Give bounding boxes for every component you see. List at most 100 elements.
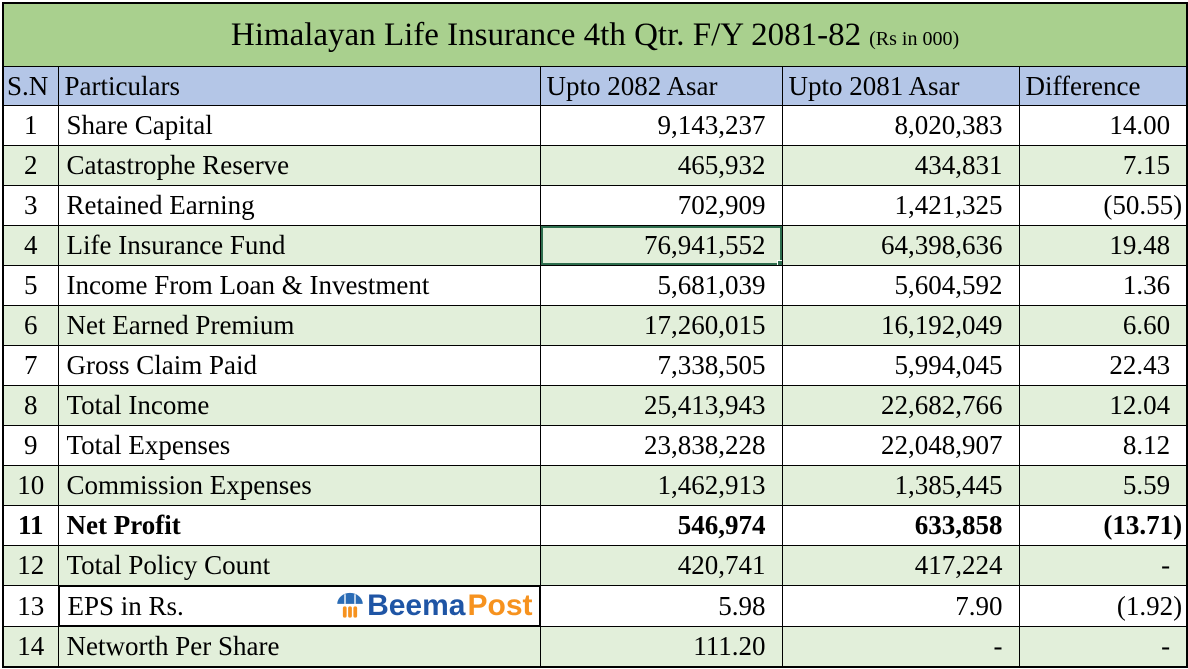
cell-difference[interactable]: - xyxy=(1018,545,1188,586)
umbrella-icon xyxy=(337,592,363,618)
cell-upto-2082[interactable]: 546,974 xyxy=(539,505,783,546)
table-row: 4 Life Insurance Fund 76,941,552 64,398,… xyxy=(2,225,1188,266)
cell-particulars[interactable]: Commission Expenses xyxy=(57,465,541,506)
selected-cell-upto-2082[interactable]: 76,941,552 xyxy=(539,225,783,266)
table-row: 8 Total Income 25,413,943 22,682,766 12.… xyxy=(2,385,1188,426)
cell-particulars[interactable]: Total Expenses xyxy=(57,425,541,466)
cell-particulars[interactable]: Networth Per Share xyxy=(57,626,541,667)
cell-sn[interactable]: 1 xyxy=(2,105,59,146)
cell-particulars[interactable]: Catastrophe Reserve xyxy=(57,145,541,186)
table-row: 10 Commission Expenses 1,462,913 1,385,4… xyxy=(2,465,1188,506)
cell-upto-2082[interactable]: 465,932 xyxy=(539,145,783,186)
cell-particulars[interactable]: Retained Earning xyxy=(57,185,541,226)
cell-difference[interactable]: 14.00 xyxy=(1018,105,1188,146)
cell-particulars[interactable]: Gross Claim Paid xyxy=(57,345,541,386)
cell-difference[interactable]: (50.55) xyxy=(1018,185,1188,226)
col-header-difference[interactable]: Difference xyxy=(1018,66,1188,106)
cell-difference[interactable]: 1.36 xyxy=(1018,265,1188,306)
cell-sn[interactable]: 6 xyxy=(2,305,59,346)
table-row: 6 Net Earned Premium 17,260,015 16,192,0… xyxy=(2,305,1188,346)
cell-particulars[interactable]: Total Policy Count xyxy=(57,545,541,586)
table-row: 14 Networth Per Share 111.20 - - xyxy=(2,626,1188,667)
cell-sn[interactable]: 14 xyxy=(2,626,59,667)
cell-upto-2082[interactable]: 1,462,913 xyxy=(539,465,783,506)
col-header-upto-2081[interactable]: Upto 2081 Asar xyxy=(781,66,1020,106)
cell-upto-2081[interactable]: 5,604,592 xyxy=(781,265,1020,306)
cell-sn[interactable]: 13 xyxy=(2,585,59,627)
cell-particulars[interactable]: Net Earned Premium xyxy=(57,305,541,346)
table-row: 5 Income From Loan & Investment 5,681,03… xyxy=(2,265,1188,306)
cell-sn[interactable]: 9 xyxy=(2,425,59,466)
cell-upto-2082[interactable]: 111.20 xyxy=(539,626,783,667)
eps-label: EPS in Rs. xyxy=(67,590,184,621)
col-header-particulars[interactable]: Particulars xyxy=(57,66,541,106)
cell-upto-2081[interactable]: 22,048,907 xyxy=(781,425,1020,466)
cell-upto-2082[interactable]: 5.98 xyxy=(539,585,783,627)
logo-text-post: Post xyxy=(467,589,533,622)
cell-particulars[interactable]: Net Profit xyxy=(57,505,541,546)
cell-upto-2081[interactable]: 1,421,325 xyxy=(781,185,1020,226)
cell-upto-2081[interactable]: 22,682,766 xyxy=(781,385,1020,426)
cell-upto-2081[interactable]: 8,020,383 xyxy=(781,105,1020,146)
table-row: 12 Total Policy Count 420,741 417,224 - xyxy=(2,545,1188,586)
table-row: 7 Gross Claim Paid 7,338,505 5,994,045 2… xyxy=(2,345,1188,386)
cell-sn[interactable]: 2 xyxy=(2,145,59,186)
cell-sn[interactable]: 10 xyxy=(2,465,59,506)
page-title: Himalayan Life Insurance 4th Qtr. F/Y 20… xyxy=(230,16,862,53)
cell-upto-2081[interactable]: 5,994,045 xyxy=(781,345,1020,386)
cell-difference[interactable]: (13.71) xyxy=(1018,505,1188,546)
cell-upto-2082[interactable]: 420,741 xyxy=(539,545,783,586)
selection-fill-handle[interactable] xyxy=(776,260,781,265)
cell-difference[interactable]: 19.48 xyxy=(1018,225,1188,266)
logo-text-beema: Beema xyxy=(367,589,466,622)
cell-upto-2081[interactable]: 64,398,636 xyxy=(781,225,1020,266)
table-row: 3 Retained Earning 702,909 1,421,325 (50… xyxy=(2,185,1188,226)
cell-particulars[interactable]: Life Insurance Fund xyxy=(57,225,541,266)
table-header-row: S.N Particulars Upto 2082 Asar Upto 2081… xyxy=(2,66,1188,106)
cell-sn[interactable]: 3 xyxy=(2,185,59,226)
cell-upto-2081[interactable]: 16,192,049 xyxy=(781,305,1020,346)
cell-difference[interactable]: - xyxy=(1018,626,1188,667)
cell-upto-2082[interactable]: 702,909 xyxy=(539,185,783,226)
cell-difference[interactable]: 5.59 xyxy=(1018,465,1188,506)
cell-difference[interactable]: (1.92) xyxy=(1018,585,1188,627)
cell-sn[interactable]: 7 xyxy=(2,345,59,386)
col-header-sn[interactable]: S.N xyxy=(2,66,59,106)
cell-particulars[interactable]: EPS in Rs. Beema Post xyxy=(58,586,540,626)
cell-difference[interactable]: 8.12 xyxy=(1018,425,1188,466)
cell-difference[interactable]: 12.04 xyxy=(1018,385,1188,426)
cell-difference[interactable]: 6.60 xyxy=(1018,305,1188,346)
table-row: 2 Catastrophe Reserve 465,932 434,831 7.… xyxy=(2,145,1188,186)
cell-upto-2082[interactable]: 23,838,228 xyxy=(539,425,783,466)
cell-difference[interactable]: 22.43 xyxy=(1018,345,1188,386)
cell-upto-2081[interactable]: - xyxy=(781,626,1020,667)
cell-difference[interactable]: 7.15 xyxy=(1018,145,1188,186)
cell-sn[interactable]: 8 xyxy=(2,385,59,426)
cell-sn[interactable]: 4 xyxy=(2,225,59,266)
cell-upto-2082[interactable]: 9,143,237 xyxy=(539,105,783,146)
cell-upto-2081[interactable]: 434,831 xyxy=(781,145,1020,186)
cell-upto-2082[interactable]: 17,260,015 xyxy=(539,305,783,346)
cell-upto-2082[interactable]: 25,413,943 xyxy=(539,385,783,426)
cell-upto-2081[interactable]: 633,858 xyxy=(781,505,1020,546)
cell-sn[interactable]: 11 xyxy=(2,505,59,546)
title-row: Himalayan Life Insurance 4th Qtr. F/Y 20… xyxy=(2,2,1188,67)
cell-upto-2081[interactable]: 417,224 xyxy=(781,545,1020,586)
cell-particulars[interactable]: Share Capital xyxy=(57,105,541,146)
cell-upto-2081[interactable]: 1,385,445 xyxy=(781,465,1020,506)
table-row-eps: 13 EPS in Rs. Beema Post 5.98 7.90 (1.92) xyxy=(2,585,1188,627)
beemapost-logo: Beema Post xyxy=(335,589,533,623)
selected-cell-value: 76,941,552 xyxy=(644,230,766,260)
cell-upto-2082[interactable]: 5,681,039 xyxy=(539,265,783,306)
table-row: 1 Share Capital 9,143,237 8,020,383 14.0… xyxy=(2,105,1188,146)
cell-upto-2082[interactable]: 7,338,505 xyxy=(539,345,783,386)
page-title-cell: Himalayan Life Insurance 4th Qtr. F/Y 20… xyxy=(2,2,1188,67)
cell-sn[interactable]: 5 xyxy=(2,265,59,306)
cell-sn[interactable]: 12 xyxy=(2,545,59,586)
cell-upto-2081[interactable]: 7.90 xyxy=(781,585,1020,627)
cell-particulars[interactable]: Income From Loan & Investment xyxy=(57,265,541,306)
col-header-upto-2082[interactable]: Upto 2082 Asar xyxy=(539,66,783,106)
cell-particulars[interactable]: Total Income xyxy=(57,385,541,426)
